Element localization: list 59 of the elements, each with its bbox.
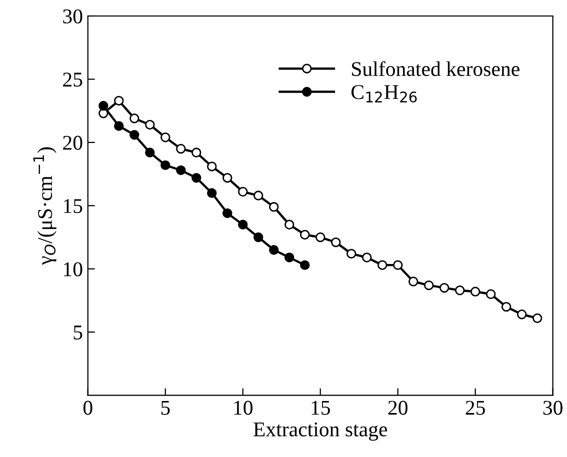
point xyxy=(222,172,232,183)
point xyxy=(392,260,403,270)
point xyxy=(439,282,450,293)
point xyxy=(207,188,217,198)
x-tick-label: 5 xyxy=(161,400,170,415)
point xyxy=(238,186,248,197)
point xyxy=(145,120,155,130)
point xyxy=(315,232,326,242)
y-tick-label: 20 xyxy=(63,136,82,150)
point xyxy=(160,132,170,142)
point xyxy=(454,286,465,296)
point xyxy=(470,286,480,296)
point xyxy=(238,220,248,230)
point xyxy=(130,130,140,140)
point xyxy=(408,276,418,286)
point xyxy=(114,96,124,106)
point xyxy=(346,248,356,259)
point xyxy=(192,148,202,158)
point xyxy=(269,202,279,212)
point xyxy=(176,165,186,176)
point xyxy=(222,208,232,218)
point xyxy=(207,162,217,172)
point xyxy=(192,172,202,183)
point xyxy=(501,302,512,312)
y-tick-label: 25 xyxy=(63,72,82,87)
point xyxy=(516,310,527,320)
legend-label: C$_{12}$H$_{26}$ xyxy=(351,85,417,103)
x-tick-label: 30 xyxy=(543,400,562,415)
point xyxy=(254,190,264,200)
point xyxy=(300,260,310,270)
x-tick-label: 20 xyxy=(388,400,408,415)
point xyxy=(377,260,388,270)
point xyxy=(254,232,264,242)
point xyxy=(532,313,542,324)
point xyxy=(114,121,124,131)
point xyxy=(160,160,170,170)
point xyxy=(284,220,294,230)
x-tick-label: 0 xyxy=(83,400,92,415)
y-tick-label: 15 xyxy=(64,199,82,214)
point xyxy=(130,114,140,124)
point xyxy=(176,144,186,154)
y-axis-title: γ$_{O}$/(μS·cm$^{−1}$) xyxy=(33,147,56,265)
point xyxy=(424,280,434,290)
x-axis-title: Extraction stage xyxy=(254,422,388,441)
y-tick-label: 10 xyxy=(64,262,82,276)
point xyxy=(486,289,496,300)
x-tick-label: 25 xyxy=(466,400,485,415)
y-tick-label: 5 xyxy=(74,326,82,340)
point xyxy=(330,237,341,248)
x-tick-label: 15 xyxy=(312,400,330,415)
point xyxy=(284,252,294,262)
x-tick-label: 10 xyxy=(234,400,252,415)
point xyxy=(300,230,310,240)
point xyxy=(362,252,372,262)
y-tick-label: 30 xyxy=(63,9,82,24)
legend-label: Sulfonated kerosene xyxy=(352,61,520,76)
point xyxy=(98,100,108,111)
point xyxy=(145,148,155,158)
point xyxy=(269,245,279,255)
